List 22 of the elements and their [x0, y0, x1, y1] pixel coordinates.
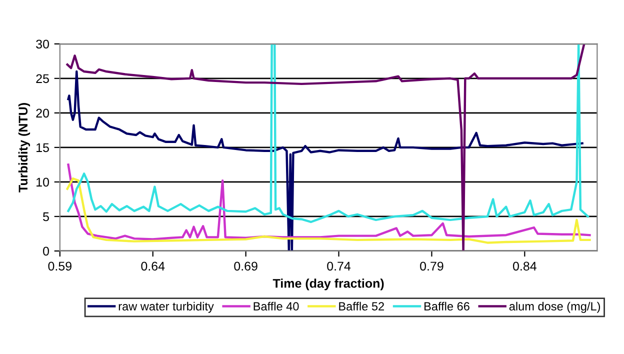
- y-tick-label: 15: [36, 143, 49, 152]
- legend-label: raw water turbidity: [118, 302, 214, 313]
- x-tick-label: 0.79: [420, 262, 444, 271]
- legend-label: Baffle 66: [424, 302, 470, 311]
- x-tick-label: 0.84: [512, 262, 536, 271]
- y-tick-label: 25: [36, 74, 49, 84]
- y-tick-label: 20: [36, 108, 49, 118]
- line-series: [66, 177, 591, 244]
- y-tick-label: 0: [43, 246, 49, 256]
- line-series: [67, 164, 591, 240]
- legend-label: Baffle 40: [254, 302, 299, 311]
- x-tick-label: 0.64: [141, 262, 165, 271]
- x-tick-label: 0.59: [48, 262, 72, 271]
- x-axis-title: Time (day fraction): [272, 278, 384, 290]
- legend-label: alum dose (mg/L): [509, 302, 600, 313]
- legend-label: Baffle 52: [339, 302, 384, 311]
- y-axis-title: Turbidity (NTU): [18, 103, 30, 192]
- y-tick-label: 5: [43, 212, 49, 222]
- x-tick-label: 0.69: [234, 262, 258, 271]
- y-tick-label: 10: [36, 178, 49, 187]
- x-tick-label: 0.74: [327, 262, 351, 271]
- y-tick-label: 30: [36, 40, 49, 49]
